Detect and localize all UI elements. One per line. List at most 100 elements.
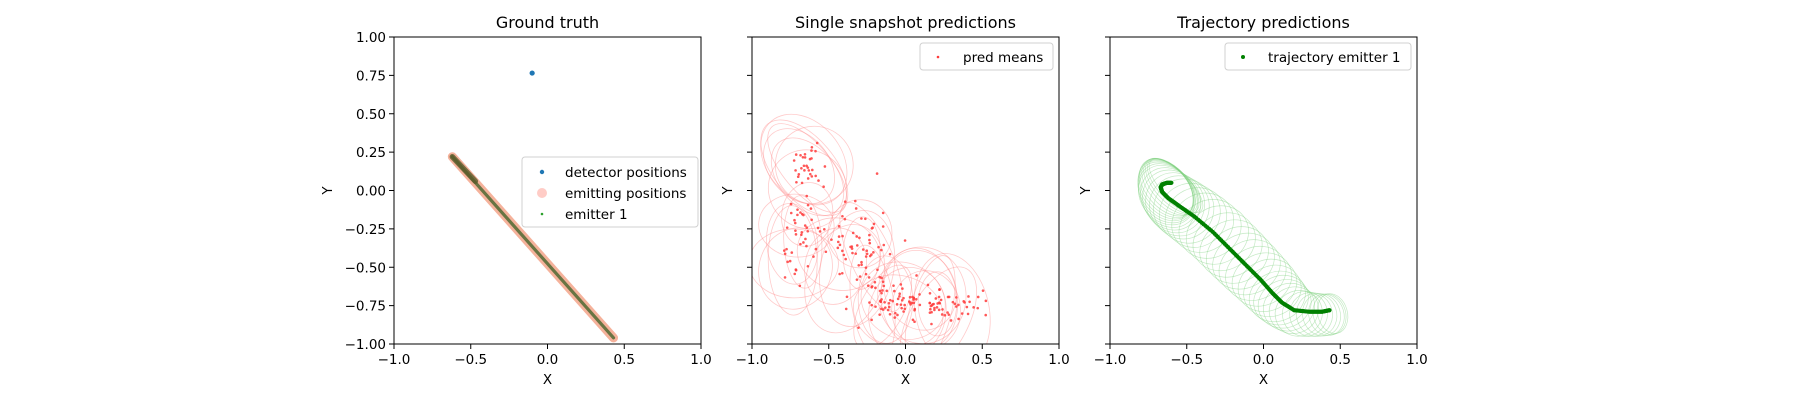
pred-mean-point (843, 217, 847, 221)
x-tick-label: 0.0 (1253, 352, 1274, 368)
pred-mean-point (864, 272, 868, 276)
panel-title: Trajectory predictions (1176, 13, 1350, 32)
plot-area (752, 113, 991, 344)
uncertainty-ellipse (1274, 290, 1323, 337)
y-tick-label: 0.00 (356, 184, 386, 200)
pred-mean-point (896, 313, 899, 317)
pred-mean-point (849, 245, 852, 249)
uncertainty-ellipse (1137, 163, 1195, 224)
pred-mean-point (943, 314, 947, 317)
uncertainty-ellipse (819, 210, 896, 327)
panel-1: −1.0 −0.5 0.0 0.5 1.0 1.00 0.75 0.50 0.25 0.00 −0.… (320, 13, 712, 388)
pred-mean-point (880, 276, 883, 280)
pred-mean-point (797, 173, 801, 176)
pred-mean-point (815, 141, 819, 145)
pred-mean-point (872, 222, 876, 226)
pred-mean-point (799, 153, 802, 157)
pred-mean-point (810, 168, 814, 172)
pred-mean-point (865, 249, 869, 252)
pred-mean-point (898, 295, 901, 298)
pred-mean-point (881, 280, 885, 284)
pred-mean-point (868, 301, 871, 304)
pred-mean-point (893, 316, 897, 319)
pred-mean-point (803, 156, 807, 159)
pred-mean-point (854, 199, 857, 203)
pred-mean-point (934, 297, 938, 300)
y-tick-label: −1.00 (345, 337, 386, 353)
uncertainty-ellipse (1231, 252, 1293, 307)
legend-marker (936, 55, 940, 59)
pred-mean-point (864, 217, 867, 221)
uncertainty-ellipse (1263, 282, 1315, 332)
pred-mean-point (915, 274, 918, 277)
pred-mean-point (800, 233, 803, 237)
uncertainty-ellipse (767, 123, 848, 213)
pred-mean-point (844, 257, 847, 261)
y-axis-label: Y (1078, 186, 1094, 196)
pred-mean-point (918, 293, 921, 296)
pred-mean-point (881, 211, 885, 215)
pred-mean-point (810, 218, 813, 222)
x-tick-label: −0.5 (454, 352, 487, 368)
pred-mean-point (930, 322, 933, 326)
uncertainty-ellipse (899, 266, 978, 344)
y-tick-label: 1.00 (356, 30, 386, 46)
pred-mean-point (799, 211, 802, 214)
uncertainty-ellipse (804, 227, 867, 305)
uncertainty-ellipse (1218, 239, 1281, 296)
pred-mean-point (838, 243, 842, 247)
pred-mean-point (858, 236, 861, 240)
y-tick-label: 0.25 (356, 145, 386, 161)
uncertainty-ellipse (1147, 158, 1202, 214)
pred-mean-point (789, 211, 793, 215)
pred-mean-point (805, 226, 809, 229)
pred-mean-point (790, 251, 794, 254)
pred-mean-point (804, 237, 807, 241)
uncertainty-ellipse (1145, 158, 1200, 214)
legend: trajectory emitter 1 (1224, 42, 1412, 71)
pred-mean-point (822, 185, 825, 189)
pred-mean-point (874, 286, 877, 290)
legend-marker-emitter (540, 212, 544, 216)
pred-mean-point (912, 301, 916, 305)
pred-mean-point (800, 167, 803, 170)
pred-mean-point (947, 313, 951, 316)
pred-mean-point (803, 224, 807, 227)
pred-mean-point (879, 299, 882, 303)
pred-mean-point (792, 159, 796, 162)
uncertainty-ellipse (760, 119, 849, 217)
uncertainty-ellipse (1171, 192, 1234, 253)
pred-mean-point (857, 263, 861, 267)
pred-mean-point (814, 247, 818, 251)
pred-mean-point (899, 303, 903, 306)
x-tick-label: 1.0 (1406, 352, 1427, 368)
pred-mean-point (887, 302, 891, 305)
pred-mean-point (894, 311, 897, 315)
pred-mean-point (913, 308, 916, 312)
emitter-1-line (450, 155, 616, 340)
pred-mean-point (878, 313, 881, 316)
uncertainty-ellipse (767, 149, 848, 230)
pred-mean-point (967, 295, 970, 298)
pred-mean-point (864, 255, 868, 258)
pred-mean-point (806, 264, 810, 268)
pred-mean-point (785, 247, 788, 251)
pred-mean-point (801, 155, 805, 159)
pred-mean-point (796, 208, 799, 211)
pred-mean-point (947, 295, 951, 299)
pred-mean-point (941, 308, 944, 311)
axes-frame (1109, 36, 1418, 345)
pred-mean-point (868, 238, 871, 242)
pred-mean-point (816, 226, 820, 230)
plot-area (1137, 157, 1349, 337)
pred-mean-point (871, 226, 874, 229)
pred-mean-point (877, 245, 880, 249)
panel-title: Single snapshot predictions (795, 13, 1016, 32)
legend-box (919, 42, 1054, 71)
pred-mean-point (937, 308, 941, 312)
uncertainty-ellipse (1257, 279, 1312, 329)
pred-mean-point (810, 145, 814, 149)
x-tick-label: −0.5 (812, 352, 845, 368)
uncertainty-ellipse (1141, 158, 1196, 216)
pred-mean-point (844, 307, 848, 311)
